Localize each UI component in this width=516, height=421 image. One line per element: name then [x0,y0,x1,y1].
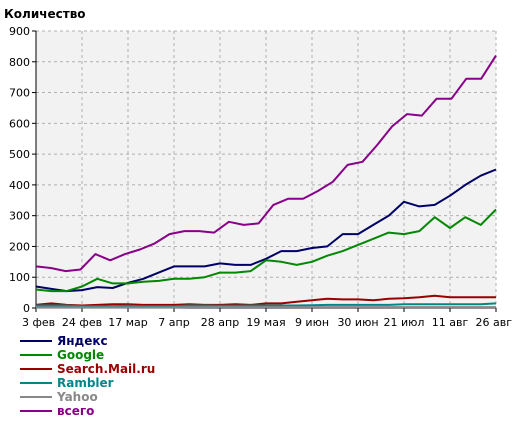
y-tick-label: 400 [9,179,30,192]
legend: ЯндексGoogleSearch.Mail.ruRamblerYahooвс… [20,334,155,418]
series-lines [35,55,497,309]
legend-label: Yahoo [56,390,98,404]
y-tick-label: 800 [9,56,30,69]
y-tick-label: 600 [9,117,30,130]
legend-label: Search.Mail.ru [57,362,155,376]
series-line-Google [35,208,497,293]
x-tick-label: 21 июл [384,316,425,329]
y-tick-label: 300 [9,210,30,223]
series-line-всего [35,55,497,273]
x-tick-labels: 3 фев 24 фев 17 мар 7 апр 28 апр 19 мая 9 июн 3… [22,316,512,329]
x-tick-label: 19 мая [246,316,285,329]
x-tick-label: 26 авг [476,316,513,329]
y-tick-label: 900 [9,25,30,38]
y-tick-label: 200 [9,240,30,253]
x-tick-label: 11 авг [432,316,469,329]
series-line-Search.Mail.ru [35,294,496,307]
x-tick-label: 17 мар [108,316,148,329]
series-line-Rambler [36,302,497,308]
y-tick-label: 100 [9,271,30,284]
x-tick-label: 3 фев [22,316,55,329]
y-tick-label: 700 [9,87,30,100]
x-tick-label: 9 июн [295,316,329,329]
legend-label: Google [57,348,104,362]
x-tick-label: 24 фев [62,316,102,329]
y-axis-title: Количество [4,7,86,21]
y-tick-label: 500 [9,148,30,161]
x-tick-label: 30 июн [337,316,378,329]
x-tick-label: 28 апр [201,316,239,329]
series-line-Яндекс [35,168,497,293]
legend-label: Яндекс [57,334,108,348]
y-tick-labels: 0 100 200 300 400 500 600 700 800 900 [9,25,30,315]
legend-label: Rambler [57,376,114,390]
legend-label: всего [57,404,94,418]
y-tick-label: 0 [23,302,30,315]
x-tick-label: 7 апр [158,316,189,329]
